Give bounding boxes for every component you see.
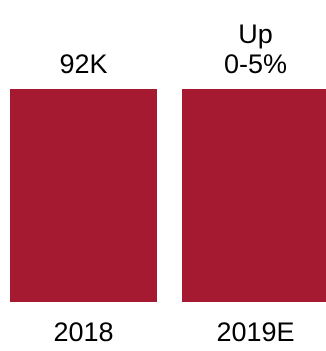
category-label-2019E: 2019E (216, 317, 294, 347)
bar-2018 (10, 89, 157, 302)
bar-2019E (182, 89, 326, 302)
data-label-2018: 92K (59, 49, 107, 79)
category-label-2018: 2018 (53, 317, 113, 347)
data-label-2019E-line-1: Up (238, 19, 273, 49)
data-label-2019E-line-2: 0-5% (224, 49, 287, 79)
